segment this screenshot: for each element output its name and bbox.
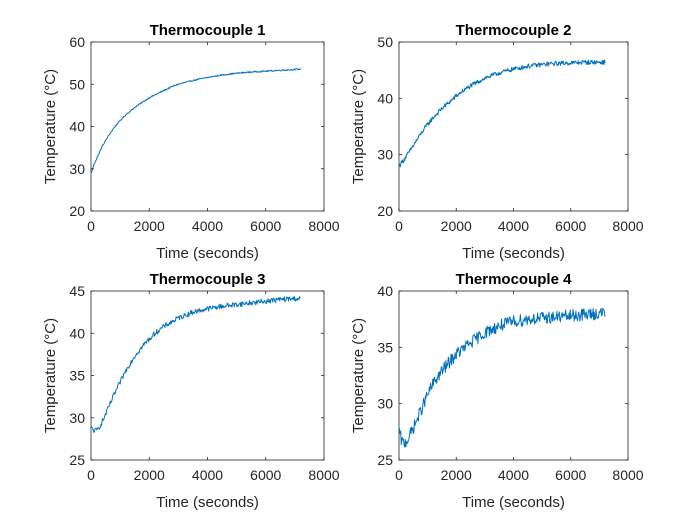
y-tick-label: 45	[69, 283, 85, 299]
x-tick-label: 8000	[612, 218, 643, 234]
x-tick-label: 0	[395, 467, 403, 483]
series-line-1	[90, 68, 302, 174]
series-line-2	[398, 59, 606, 168]
x-tick-label: 8000	[308, 218, 339, 234]
series-line-3	[90, 296, 301, 433]
axes-box-1	[90, 41, 325, 212]
x-tick-label: 6000	[555, 218, 586, 234]
subplot-4: 0 2000 4000 6000 8000 25 30 35 40 Thermocouple 4 T…	[350, 271, 644, 511]
x-tick-label: 4000	[192, 467, 223, 483]
y-tick-label: 50	[377, 34, 393, 50]
chart-title: Thermocouple 3	[150, 271, 266, 288]
x-tick-label: 2000	[441, 467, 472, 483]
x-tick-label: 4000	[192, 218, 223, 234]
chart-title: Thermocouple 4	[456, 271, 573, 288]
y-tick-label: 60	[69, 34, 85, 50]
y-tick-label: 40	[69, 119, 85, 135]
y-tick-label: 35	[69, 368, 85, 384]
chart-title: Thermocouple 2	[456, 22, 572, 39]
x-axis-label: Time (seconds)	[462, 245, 565, 262]
y-tick-label: 40	[69, 325, 85, 341]
x-tick-label: 2000	[134, 218, 165, 234]
y-tick-label: 25	[377, 452, 393, 468]
x-tick-label: 0	[395, 218, 403, 234]
subplot-2: 0 2000 4000 6000 8000 20 30 40 50 Thermocouple 2 T…	[350, 22, 644, 262]
x-tick-label: 2000	[441, 218, 472, 234]
axes-box-2	[398, 41, 629, 212]
y-tick-label: 40	[377, 90, 393, 106]
x-axis-label: Time (seconds)	[462, 494, 565, 511]
subplot-1: 0 2000 4000 6000 8000 20 30 40 50 60 Thermocouple …	[42, 22, 340, 262]
y-tick-label: 30	[377, 147, 393, 163]
x-tick-label: 4000	[498, 218, 529, 234]
x-tick-label: 6000	[250, 467, 281, 483]
y-tick-label: 30	[69, 410, 85, 426]
chart-title: Thermocouple 1	[150, 22, 266, 39]
series-line-4	[398, 307, 606, 448]
x-axis-label: Time (seconds)	[156, 245, 259, 262]
y-axis-label: Temperature (°C)	[42, 69, 59, 184]
y-tick-label: 30	[377, 396, 393, 412]
x-tick-label: 8000	[308, 467, 339, 483]
y-axis-label: Temperature (°C)	[42, 318, 59, 433]
x-axis-label: Time (seconds)	[156, 494, 259, 511]
axes-box-3	[90, 290, 325, 461]
x-tick-label: 2000	[134, 467, 165, 483]
y-tick-label: 20	[377, 203, 393, 219]
y-axis-label: Temperature (°C)	[350, 318, 367, 433]
subplot-3: 0 2000 4000 6000 8000 25 30 35 40 45 Thermocouple …	[42, 271, 340, 511]
y-tick-label: 30	[69, 161, 85, 177]
x-tick-label: 6000	[250, 218, 281, 234]
x-tick-label: 8000	[612, 467, 643, 483]
x-tick-label: 0	[87, 218, 95, 234]
y-tick-label: 35	[377, 339, 393, 355]
x-tick-label: 0	[87, 467, 95, 483]
y-tick-label: 50	[69, 76, 85, 92]
x-tick-label: 4000	[498, 467, 529, 483]
y-tick-label: 25	[69, 452, 85, 468]
y-tick-label: 20	[69, 203, 85, 219]
x-tick-label: 6000	[555, 467, 586, 483]
y-tick-label: 40	[377, 283, 393, 299]
y-axis-label: Temperature (°C)	[350, 69, 367, 184]
